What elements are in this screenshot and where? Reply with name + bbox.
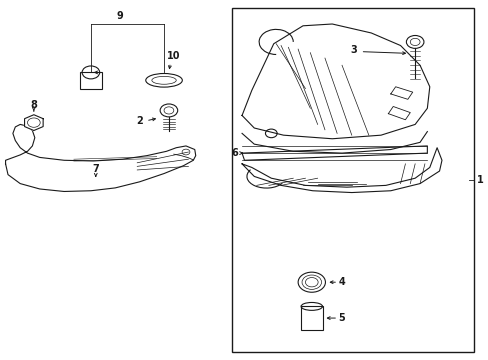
Text: 1: 1 <box>476 175 483 185</box>
Text: 5: 5 <box>338 313 345 323</box>
Text: 7: 7 <box>92 164 99 174</box>
Polygon shape <box>242 24 429 139</box>
Text: 8: 8 <box>30 100 37 110</box>
Text: 9: 9 <box>117 11 123 21</box>
Polygon shape <box>24 115 43 131</box>
Bar <box>301 306 322 330</box>
Text: 4: 4 <box>338 277 345 287</box>
Bar <box>80 72 102 89</box>
Text: 10: 10 <box>167 51 180 61</box>
Bar <box>232 8 473 352</box>
Polygon shape <box>5 125 195 192</box>
Text: 2: 2 <box>136 116 143 126</box>
Polygon shape <box>242 146 427 160</box>
Text: 3: 3 <box>350 45 357 55</box>
Text: 6: 6 <box>231 148 238 158</box>
Polygon shape <box>242 148 441 193</box>
